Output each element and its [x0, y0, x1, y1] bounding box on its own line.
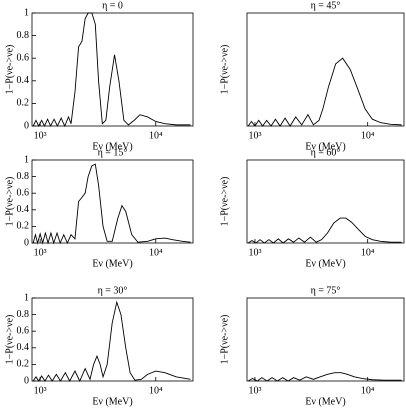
x-axis-label: Eν (MeV)	[305, 258, 345, 269]
y-tick-label: 0.8	[17, 30, 30, 41]
x-tick-label: 10³	[34, 385, 47, 396]
y-tick-label: 1	[24, 7, 29, 18]
plot-frame	[246, 12, 405, 127]
x-axis-label: Eν (MeV)	[92, 396, 132, 407]
x-tick-label: 10⁴	[149, 130, 163, 141]
panel-title: η = 0	[102, 0, 123, 11]
x-tick-label: 10³	[248, 247, 261, 258]
y-tick-label: 0.2	[17, 221, 30, 232]
y-tick-label: 0.8	[17, 309, 30, 320]
panel-title: η = 45°	[311, 0, 341, 11]
plot-frame	[31, 297, 194, 382]
y-axis-label: 1−P(νe->νe)	[219, 45, 230, 95]
y-tick-label: 0	[24, 237, 29, 248]
plot-frame	[31, 12, 194, 127]
panel-title: η = 75°	[311, 285, 341, 296]
y-tick-label: 0.4	[17, 204, 30, 215]
x-tick-label: 10⁴	[361, 385, 375, 396]
x-tick-label: 10³	[34, 247, 47, 258]
y-tick-label: 1	[24, 154, 29, 165]
y-tick-label: 0.6	[17, 52, 30, 63]
y-tick-label: 0.2	[17, 359, 30, 370]
y-axis-label: 1−P(νe->νe)	[4, 177, 15, 227]
x-axis-label: Eν (MeV)	[305, 141, 345, 152]
y-tick-label: 0.6	[17, 325, 30, 336]
curve	[32, 300, 191, 383]
y-axis-label: 1−P(νe->νe)	[219, 177, 230, 227]
x-tick-label: 10⁴	[149, 247, 163, 258]
x-tick-label: 10³	[34, 130, 47, 141]
x-axis-label: Eν (MeV)	[92, 141, 132, 152]
x-tick-label: 10³	[248, 130, 261, 141]
x-tick-label: 10⁴	[361, 130, 375, 141]
curve	[247, 217, 402, 244]
curve	[247, 57, 402, 127]
curve	[247, 372, 402, 382]
y-tick-label: 0	[24, 375, 29, 386]
y-tick-label: 0	[24, 120, 29, 131]
y-axis-label: 1−P(νe->νe)	[219, 315, 230, 365]
y-axis-label: 1−P(νe->νe)	[4, 45, 15, 95]
x-tick-label: 10³	[248, 385, 261, 396]
plot-frame	[31, 159, 194, 244]
y-tick-label: 0.4	[17, 342, 30, 353]
y-tick-label: 1	[24, 292, 29, 303]
panel-title: η = 15°	[98, 147, 128, 158]
x-axis-label: Eν (MeV)	[305, 396, 345, 407]
curve	[32, 12, 191, 128]
curve	[32, 163, 191, 245]
x-tick-label: 10⁴	[361, 247, 375, 258]
y-tick-label: 0.4	[17, 75, 30, 86]
panel-title: η = 30°	[98, 285, 128, 296]
plot-frame	[246, 159, 405, 244]
y-tick-label: 0.2	[17, 98, 30, 109]
plot-frame	[246, 297, 405, 382]
x-axis-label: Eν (MeV)	[92, 258, 132, 269]
y-tick-label: 0.6	[17, 187, 30, 198]
panel-title: η = 60°	[311, 147, 341, 158]
x-tick-label: 10⁴	[149, 385, 163, 396]
y-tick-label: 0.8	[17, 171, 30, 182]
y-axis-label: 1−P(νe->νe)	[4, 315, 15, 365]
